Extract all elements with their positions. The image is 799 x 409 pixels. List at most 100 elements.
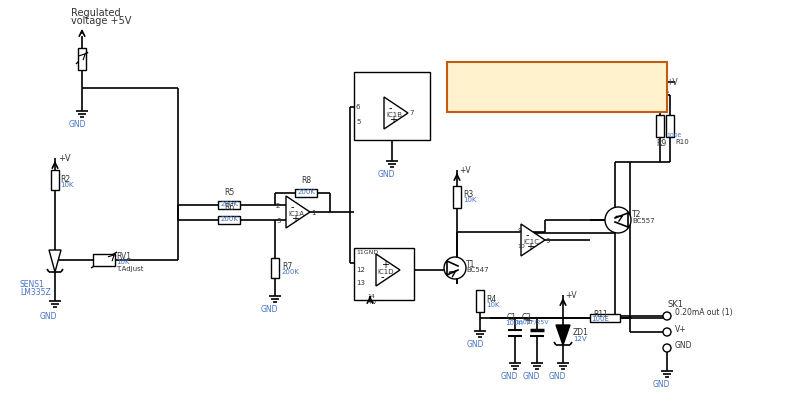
Text: BC547: BC547 [466, 267, 489, 273]
Bar [218, 201, 240, 209]
Bar [476, 290, 484, 312]
Text: GND: GND [40, 312, 58, 321]
Text: BC557: BC557 [632, 218, 654, 224]
Text: R11: R11 [593, 310, 608, 319]
Text: -: - [526, 230, 530, 240]
Text: +: + [291, 214, 299, 224]
Text: T2: T2 [632, 210, 642, 219]
Text: 100μF/25V: 100μF/25V [515, 320, 548, 325]
Text: 10K: 10K [116, 259, 129, 265]
Text: 200K: 200K [220, 201, 238, 207]
Text: T1: T1 [466, 260, 475, 269]
Polygon shape [286, 196, 310, 228]
Bar [656, 115, 664, 137]
Text: LM335Z: LM335Z [20, 288, 51, 297]
Text: IC1B: IC1B [386, 112, 402, 118]
Text: (1) Current loop resistor :: (1) Current loop resistor : [451, 65, 558, 74]
Text: +V: +V [666, 78, 678, 87]
Text: +: + [381, 260, 389, 270]
Text: R8: R8 [301, 176, 311, 185]
Text: 100n: 100n [505, 320, 523, 326]
Polygon shape [376, 254, 400, 286]
Text: 200K: 200K [282, 269, 300, 275]
Text: 10K: 10K [60, 182, 74, 188]
Bar [93, 254, 115, 266]
Text: GND: GND [69, 120, 86, 129]
Text: R5: R5 [224, 188, 234, 197]
Bar [354, 248, 414, 300]
Bar [590, 314, 620, 322]
Text: T.Adjust: T.Adjust [116, 266, 144, 272]
Text: R4: R4 [486, 295, 496, 304]
Text: voltage +5V: voltage +5V [71, 16, 131, 26]
Text: 10: 10 [517, 244, 525, 249]
Text: +V: +V [367, 300, 376, 305]
Text: V+: V+ [675, 324, 686, 333]
Text: +V: +V [459, 166, 471, 175]
Text: -: - [381, 272, 384, 282]
Text: 200K: 200K [297, 189, 315, 195]
Text: GND: GND [549, 372, 566, 381]
Text: 0.20mA out (1): 0.20mA out (1) [675, 308, 733, 317]
Text: 12: 12 [356, 267, 365, 273]
Text: 5: 5 [356, 119, 360, 125]
Text: 12V: 12V [573, 336, 586, 342]
Text: GND: GND [501, 372, 519, 381]
Text: 14: 14 [367, 294, 375, 299]
Text: +V: +V [565, 291, 577, 300]
Text: R7: R7 [282, 262, 292, 271]
Bar [51, 170, 59, 190]
Text: 9: 9 [517, 228, 522, 234]
Text: -: - [389, 103, 392, 113]
Text: IC1D: IC1D [378, 269, 394, 275]
Text: GND: GND [523, 372, 540, 381]
Text: +: + [389, 115, 397, 125]
Text: 3: 3 [276, 218, 280, 224]
Text: GND: GND [467, 340, 484, 349]
Text: C1: C1 [507, 313, 517, 322]
Text: 1: 1 [311, 210, 316, 216]
Bar [453, 186, 461, 208]
Text: R10: R10 [675, 139, 689, 145]
Text: For 0 to 10V : 500 ohm (V+ = 15V): For 0 to 10V : 500 ohm (V+ = 15V) [451, 76, 591, 85]
Text: 2: 2 [276, 203, 280, 209]
Text: 13: 13 [356, 280, 365, 286]
Text: Regulated: Regulated [71, 8, 121, 18]
Bar [78, 48, 86, 70]
Text: 7: 7 [409, 110, 414, 116]
Text: GND: GND [675, 341, 693, 350]
Text: IC1A: IC1A [288, 211, 304, 217]
Bar [295, 189, 317, 197]
Polygon shape [384, 97, 408, 129]
Text: R9: R9 [656, 139, 666, 148]
Text: 200K: 200K [220, 216, 238, 222]
Text: 10K: 10K [486, 302, 499, 308]
Text: +: + [524, 316, 532, 326]
Bar [271, 258, 279, 278]
Circle shape [444, 257, 466, 279]
Text: R2: R2 [60, 175, 70, 184]
Text: C2: C2 [522, 313, 532, 322]
Text: RV1: RV1 [116, 252, 131, 261]
Text: -: - [291, 202, 295, 212]
Text: SK1: SK1 [668, 300, 684, 309]
Text: 100E: 100E [666, 133, 682, 138]
Text: +V: +V [58, 154, 70, 163]
Circle shape [663, 312, 671, 320]
Text: GND: GND [261, 305, 279, 314]
Polygon shape [49, 250, 61, 272]
Text: 6: 6 [356, 104, 360, 110]
Text: GND: GND [653, 380, 670, 389]
Circle shape [605, 207, 631, 233]
Circle shape [663, 328, 671, 336]
Text: +: + [526, 242, 534, 252]
Text: For 0 to 5V : 250 ohm (V+ = 12V): For 0 to 5V : 250 ohm (V+ = 12V) [451, 86, 586, 95]
FancyBboxPatch shape [447, 62, 667, 112]
Bar [354, 72, 430, 140]
Text: GND: GND [378, 170, 396, 179]
Circle shape [663, 344, 671, 352]
Text: 10K: 10K [463, 197, 476, 203]
Polygon shape [556, 325, 570, 345]
Text: R6: R6 [224, 203, 234, 212]
Text: 11GND: 11GND [356, 250, 378, 255]
